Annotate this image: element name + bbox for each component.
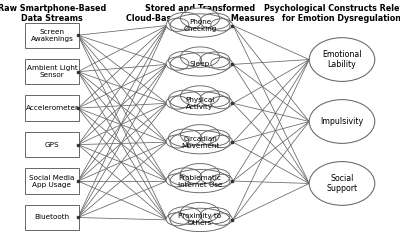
Ellipse shape bbox=[200, 169, 230, 185]
Ellipse shape bbox=[180, 8, 220, 28]
Text: Proximity to
Others: Proximity to Others bbox=[178, 213, 222, 226]
Ellipse shape bbox=[170, 53, 230, 76]
Text: Bluetooth: Bluetooth bbox=[34, 215, 70, 220]
Text: Screen
Awakenings: Screen Awakenings bbox=[30, 29, 74, 42]
Ellipse shape bbox=[211, 96, 232, 109]
Ellipse shape bbox=[200, 130, 230, 146]
Ellipse shape bbox=[168, 90, 202, 108]
Ellipse shape bbox=[309, 100, 375, 143]
Text: GPS: GPS bbox=[45, 142, 59, 148]
Ellipse shape bbox=[168, 207, 202, 224]
Text: Physical
Activity: Physical Activity bbox=[185, 97, 215, 110]
Ellipse shape bbox=[211, 19, 232, 31]
Text: Phone
Checking: Phone Checking bbox=[183, 19, 217, 32]
Ellipse shape bbox=[168, 168, 202, 185]
Ellipse shape bbox=[168, 129, 202, 147]
Ellipse shape bbox=[211, 58, 232, 70]
Text: Psychological Constructs Relevant
for Emotion Dysregulation: Psychological Constructs Relevant for Em… bbox=[264, 4, 400, 23]
Ellipse shape bbox=[166, 174, 189, 187]
Ellipse shape bbox=[309, 38, 375, 81]
Ellipse shape bbox=[166, 213, 189, 226]
FancyBboxPatch shape bbox=[25, 132, 79, 157]
Ellipse shape bbox=[180, 202, 220, 223]
Text: Social
Support: Social Support bbox=[326, 174, 358, 193]
FancyBboxPatch shape bbox=[25, 59, 79, 84]
Text: Raw Smartphone-Based
Data Streams: Raw Smartphone-Based Data Streams bbox=[0, 4, 106, 23]
Ellipse shape bbox=[200, 91, 230, 107]
Ellipse shape bbox=[180, 125, 220, 145]
Ellipse shape bbox=[200, 52, 230, 68]
Text: Ambient Light
Sensor: Ambient Light Sensor bbox=[27, 65, 77, 78]
Text: Social Media
App Usage: Social Media App Usage bbox=[29, 174, 75, 188]
Text: Circadian
Movement: Circadian Movement bbox=[181, 136, 219, 149]
FancyBboxPatch shape bbox=[25, 168, 79, 194]
Ellipse shape bbox=[170, 169, 230, 193]
Ellipse shape bbox=[166, 96, 189, 109]
Ellipse shape bbox=[168, 12, 202, 30]
Ellipse shape bbox=[166, 57, 189, 70]
Ellipse shape bbox=[170, 92, 230, 115]
Ellipse shape bbox=[170, 14, 230, 37]
Ellipse shape bbox=[180, 164, 220, 184]
Ellipse shape bbox=[211, 135, 232, 148]
Text: Impulsivity: Impulsivity bbox=[320, 117, 364, 126]
Ellipse shape bbox=[166, 135, 189, 148]
FancyBboxPatch shape bbox=[25, 23, 79, 48]
Ellipse shape bbox=[211, 213, 232, 225]
Ellipse shape bbox=[166, 18, 189, 31]
FancyBboxPatch shape bbox=[25, 205, 79, 230]
Ellipse shape bbox=[309, 162, 375, 205]
FancyBboxPatch shape bbox=[25, 95, 79, 121]
Ellipse shape bbox=[168, 51, 202, 69]
Ellipse shape bbox=[200, 208, 230, 224]
Text: Accelerometer: Accelerometer bbox=[26, 105, 78, 111]
Ellipse shape bbox=[180, 47, 220, 67]
Ellipse shape bbox=[170, 208, 230, 232]
Ellipse shape bbox=[180, 86, 220, 106]
Text: Stored and Transformed
Cloud-Based Summary Measures: Stored and Transformed Cloud-Based Summa… bbox=[126, 4, 274, 23]
Ellipse shape bbox=[211, 174, 232, 186]
Ellipse shape bbox=[170, 130, 230, 154]
Text: Emotional
Lability: Emotional Lability bbox=[322, 50, 362, 69]
Text: Problematic
Internet Use: Problematic Internet Use bbox=[178, 174, 222, 188]
Ellipse shape bbox=[200, 13, 230, 29]
Text: Sleep: Sleep bbox=[190, 61, 210, 67]
